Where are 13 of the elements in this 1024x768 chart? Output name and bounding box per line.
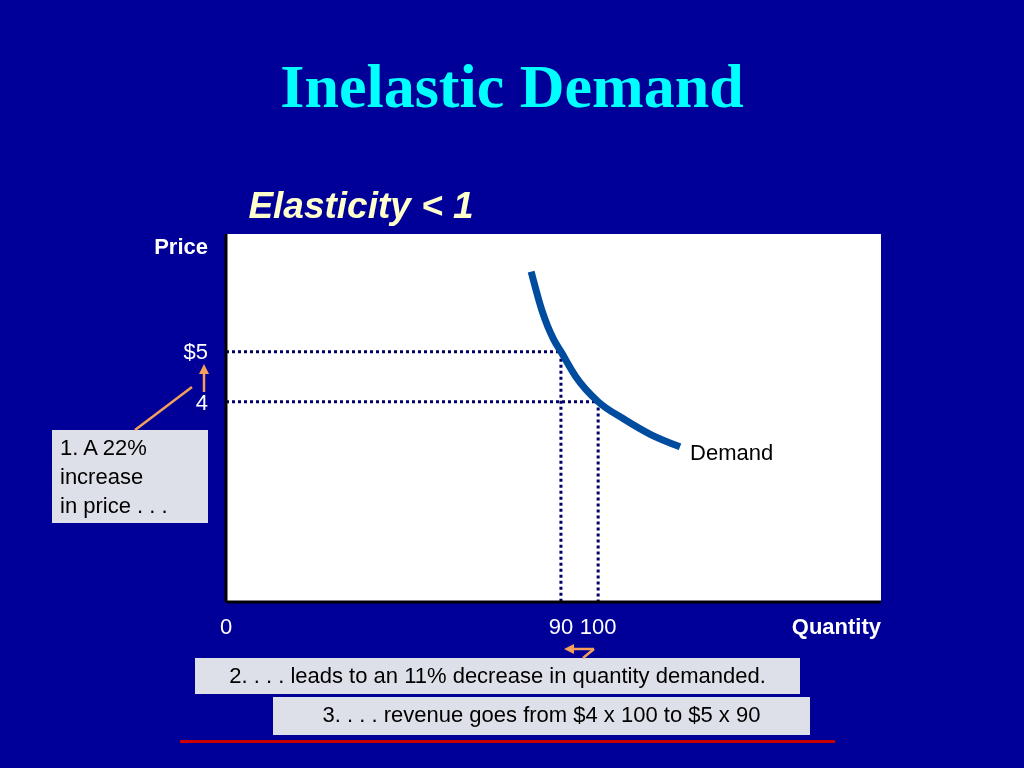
series-label: Demand [690, 439, 774, 465]
x-tick-label: 100 [579, 613, 617, 639]
text: 1. A 22% increase in price . . . [52, 430, 208, 523]
chart-title: Inelastic Demand [279, 51, 745, 122]
text: 2. . . . leads to an 11% decrease in quantity demanded. [195, 658, 800, 694]
y-axis-title: Price [153, 234, 208, 260]
chart-subtitle: Elasticity < 1 [247, 184, 475, 228]
text: 3. . . . revenue goes from $4 x 100 to $5 x 90 [273, 697, 810, 735]
x-axis-title: Quantity [790, 614, 881, 640]
y-tick-label: 4 [195, 389, 208, 415]
x-tick-label: 0 [219, 613, 233, 639]
y-tick-label: $5 [183, 339, 208, 365]
x-tick-label: 90 [548, 613, 574, 639]
